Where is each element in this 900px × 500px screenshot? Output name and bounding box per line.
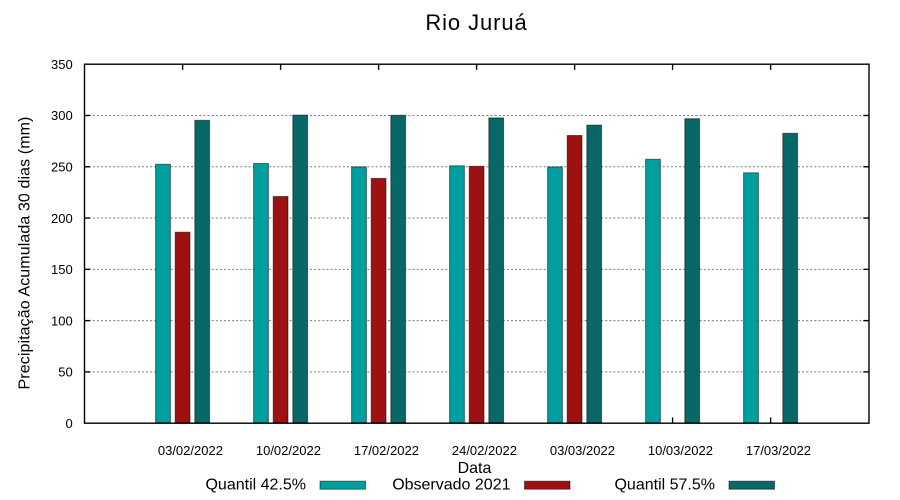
svg-text:17/03/2022: 17/03/2022: [746, 443, 811, 458]
svg-text:100: 100: [51, 313, 73, 328]
svg-text:0: 0: [65, 416, 72, 431]
svg-text:17/02/2022: 17/02/2022: [354, 443, 419, 458]
svg-text:24/02/2022: 24/02/2022: [452, 443, 517, 458]
svg-text:03/03/2022: 03/03/2022: [550, 443, 615, 458]
svg-text:150: 150: [51, 262, 73, 277]
svg-text:50: 50: [58, 365, 72, 380]
svg-text:10/03/2022: 10/03/2022: [648, 443, 713, 458]
svg-text:200: 200: [51, 211, 73, 226]
svg-text:Rio Juruá: Rio Juruá: [425, 10, 527, 35]
svg-text:Observado 2021: Observado 2021: [392, 477, 510, 494]
svg-text:03/02/2022: 03/02/2022: [158, 443, 223, 458]
svg-text:250: 250: [51, 160, 73, 175]
svg-text:Data: Data: [458, 460, 492, 477]
svg-text:Quantil 57.5%: Quantil 57.5%: [614, 477, 715, 494]
svg-text:Precipitação Acumulada 30 dias: Precipitação Acumulada 30 dias (mm): [17, 117, 34, 390]
svg-text:Quantil 42.5%: Quantil 42.5%: [205, 477, 306, 494]
svg-text:300: 300: [51, 108, 73, 123]
svg-text:10/02/2022: 10/02/2022: [256, 443, 321, 458]
svg-text:350: 350: [51, 57, 73, 72]
